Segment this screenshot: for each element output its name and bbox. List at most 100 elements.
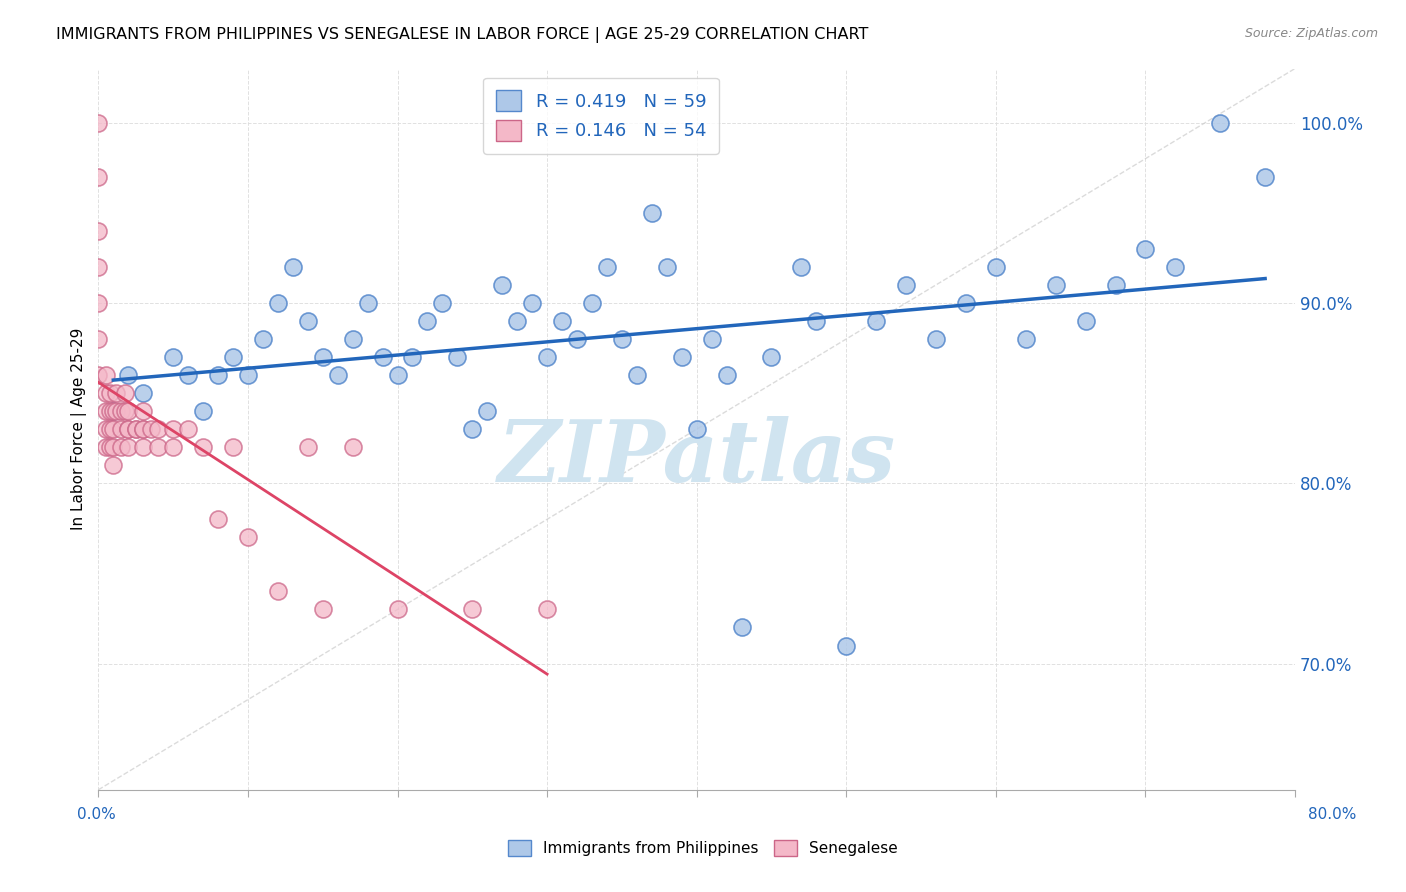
Point: [700, 332, 723, 346]
Point: [551, 314, 574, 328]
Point: [207, 512, 229, 526]
Point: [520, 296, 543, 310]
Point: [222, 350, 245, 364]
Point: [177, 422, 200, 436]
Point: [117, 422, 139, 436]
Point: [984, 260, 1007, 274]
Point: [98, 386, 121, 401]
Point: [87, 332, 110, 346]
Point: [626, 368, 648, 382]
Point: [236, 530, 259, 544]
Point: [1254, 169, 1277, 184]
Point: [132, 422, 155, 436]
Point: [207, 368, 229, 382]
Point: [297, 440, 319, 454]
Point: [387, 368, 409, 382]
Point: [865, 314, 887, 328]
Point: [191, 404, 214, 418]
Point: [297, 314, 319, 328]
Point: [925, 332, 948, 346]
Point: [222, 440, 245, 454]
Point: [1074, 314, 1097, 328]
Point: [596, 260, 619, 274]
Point: [162, 350, 184, 364]
Point: [641, 206, 664, 220]
Point: [686, 422, 709, 436]
Point: [110, 440, 132, 454]
Point: [312, 350, 335, 364]
Point: [1045, 277, 1067, 292]
Legend: Immigrants from Philippines, Senegalese: Immigrants from Philippines, Senegalese: [502, 834, 904, 862]
Point: [236, 368, 259, 382]
Point: [326, 368, 349, 382]
Point: [416, 314, 439, 328]
Point: [894, 277, 917, 292]
Point: [94, 368, 117, 382]
Point: [94, 440, 117, 454]
Point: [98, 440, 121, 454]
Point: [105, 386, 128, 401]
Point: [110, 422, 132, 436]
Point: [477, 404, 499, 418]
Point: [610, 332, 633, 346]
Point: [105, 404, 128, 418]
Point: [716, 368, 738, 382]
Point: [267, 584, 290, 599]
Point: [461, 602, 484, 616]
Point: [132, 422, 155, 436]
Point: [790, 260, 813, 274]
Text: Source: ZipAtlas.com: Source: ZipAtlas.com: [1244, 27, 1378, 40]
Point: [565, 332, 588, 346]
Point: [87, 368, 110, 382]
Point: [98, 422, 121, 436]
Point: [117, 422, 139, 436]
Point: [401, 350, 423, 364]
Point: [177, 368, 200, 382]
Point: [655, 260, 678, 274]
Text: 0.0%: 0.0%: [77, 807, 117, 822]
Point: [761, 350, 783, 364]
Point: [536, 602, 558, 616]
Point: [94, 422, 117, 436]
Point: [162, 440, 184, 454]
Point: [671, 350, 693, 364]
Point: [103, 404, 125, 418]
Point: [191, 440, 214, 454]
Point: [1135, 242, 1157, 256]
Point: [132, 386, 155, 401]
Point: [581, 296, 603, 310]
Point: [342, 332, 364, 346]
Point: [267, 296, 290, 310]
Point: [125, 422, 148, 436]
Point: [103, 440, 125, 454]
Point: [356, 296, 378, 310]
Point: [103, 422, 125, 436]
Point: [281, 260, 304, 274]
Point: [730, 620, 752, 634]
Text: IMMIGRANTS FROM PHILIPPINES VS SENEGALESE IN LABOR FORCE | AGE 25-29 CORRELATION: IMMIGRANTS FROM PHILIPPINES VS SENEGALES…: [56, 27, 869, 43]
Point: [98, 404, 121, 418]
Point: [1104, 277, 1126, 292]
Point: [446, 350, 468, 364]
Point: [94, 386, 117, 401]
Point: [103, 458, 125, 473]
Point: [87, 169, 110, 184]
Point: [536, 350, 558, 364]
Point: [110, 404, 132, 418]
Point: [835, 639, 858, 653]
Point: [125, 422, 148, 436]
Point: [114, 386, 136, 401]
Point: [139, 422, 162, 436]
Point: [87, 115, 110, 129]
Point: [117, 440, 139, 454]
Point: [371, 350, 394, 364]
Point: [432, 296, 454, 310]
Point: [1164, 260, 1187, 274]
Point: [87, 296, 110, 310]
Point: [132, 404, 155, 418]
Point: [491, 277, 513, 292]
Point: [252, 332, 274, 346]
Point: [148, 440, 170, 454]
Text: ZIPatlas: ZIPatlas: [498, 417, 896, 500]
Point: [806, 314, 828, 328]
